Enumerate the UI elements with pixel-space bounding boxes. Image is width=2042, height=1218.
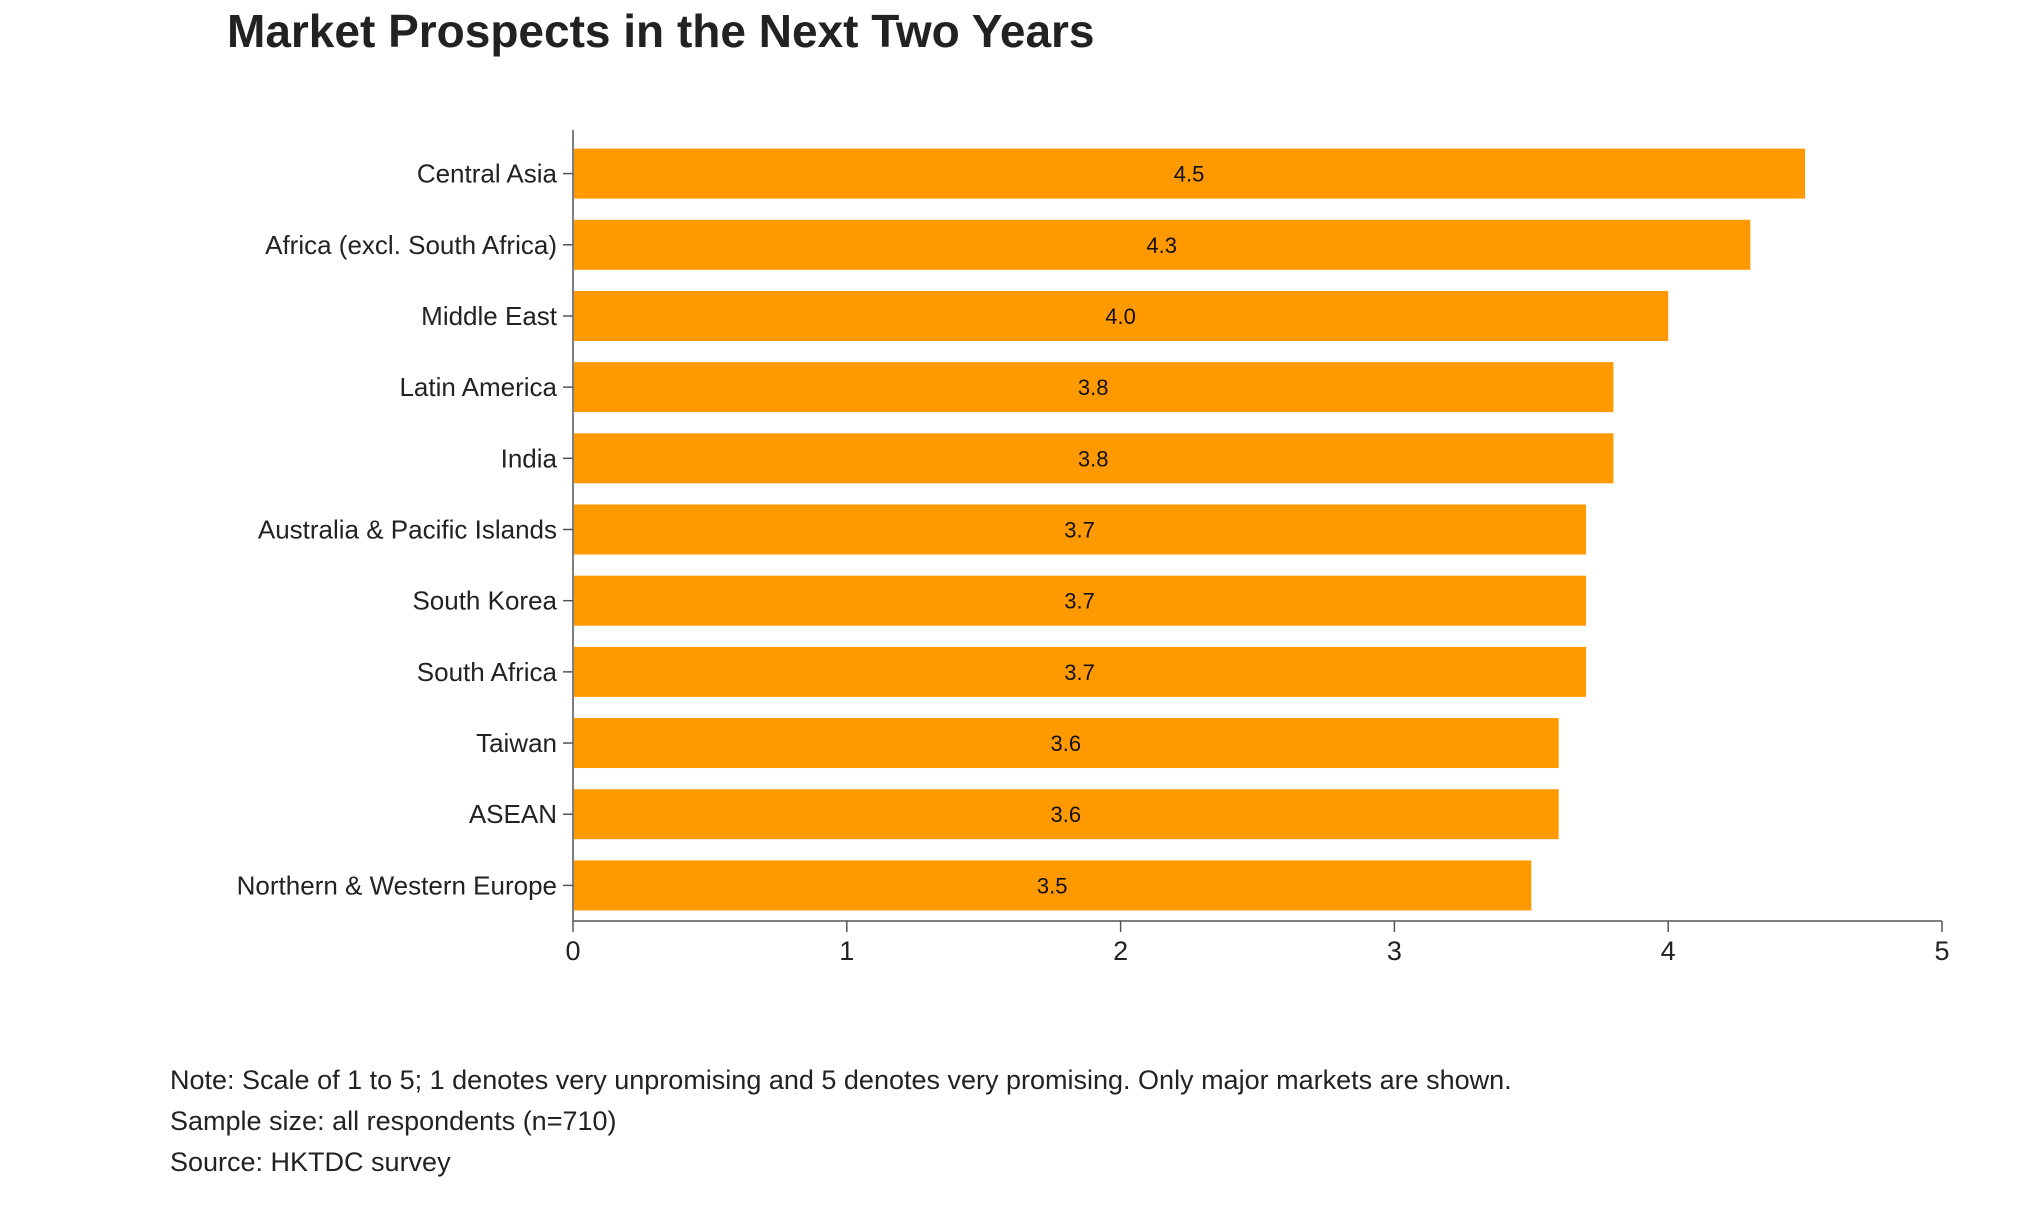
x-tick-label: 0 — [565, 936, 580, 966]
category-label: ASEAN — [469, 799, 557, 829]
bar — [574, 504, 1587, 555]
bar — [574, 219, 1751, 270]
category-label: South Korea — [412, 586, 557, 616]
bar — [574, 575, 1587, 626]
note-text: Note: Scale of 1 to 5; 1 denotes very un… — [170, 1065, 1512, 1095]
data-label: 3.5 — [1037, 873, 1068, 898]
data-label: 4.5 — [1174, 162, 1205, 187]
data-label: 3.8 — [1078, 446, 1109, 471]
chart-notes: Note: Scale of 1 to 5; 1 denotes very un… — [170, 1060, 1512, 1183]
category-label: Taiwan — [476, 728, 557, 758]
bar — [574, 789, 1559, 840]
x-tick-label: 3 — [1387, 936, 1402, 966]
category-label: Northern & Western Europe — [237, 870, 557, 900]
category-label: Africa (excl. South Africa) — [265, 230, 557, 260]
data-label: 4.3 — [1146, 233, 1177, 258]
bar — [574, 718, 1559, 769]
data-label: 3.6 — [1051, 802, 1082, 827]
category-label: South Africa — [417, 657, 558, 687]
chart-title: Market Prospects in the Next Two Years — [227, 5, 1095, 57]
bar — [574, 290, 1669, 341]
bar — [574, 362, 1614, 413]
bar — [574, 433, 1614, 484]
sample-size-text: Sample size: all respondents (n=710) — [170, 1106, 617, 1136]
data-label: 3.7 — [1064, 660, 1095, 685]
category-label: Latin America — [399, 372, 557, 402]
bar — [574, 860, 1532, 911]
bar — [574, 148, 1806, 199]
category-label: India — [501, 443, 558, 473]
bar — [574, 646, 1587, 697]
category-label: Australia & Pacific Islands — [258, 515, 557, 545]
data-label: 4.0 — [1105, 304, 1136, 329]
x-tick-label: 2 — [1113, 936, 1128, 966]
category-label: Central Asia — [417, 159, 558, 189]
data-label: 3.7 — [1064, 589, 1095, 614]
data-label: 3.6 — [1051, 731, 1082, 756]
x-tick-label: 1 — [839, 936, 854, 966]
source-text: Source: HKTDC survey — [170, 1147, 451, 1177]
category-label: Middle East — [421, 301, 558, 331]
data-label: 3.8 — [1078, 375, 1109, 400]
data-label: 3.7 — [1064, 518, 1095, 543]
x-tick-label: 4 — [1661, 936, 1676, 966]
x-tick-label: 5 — [1934, 936, 1949, 966]
